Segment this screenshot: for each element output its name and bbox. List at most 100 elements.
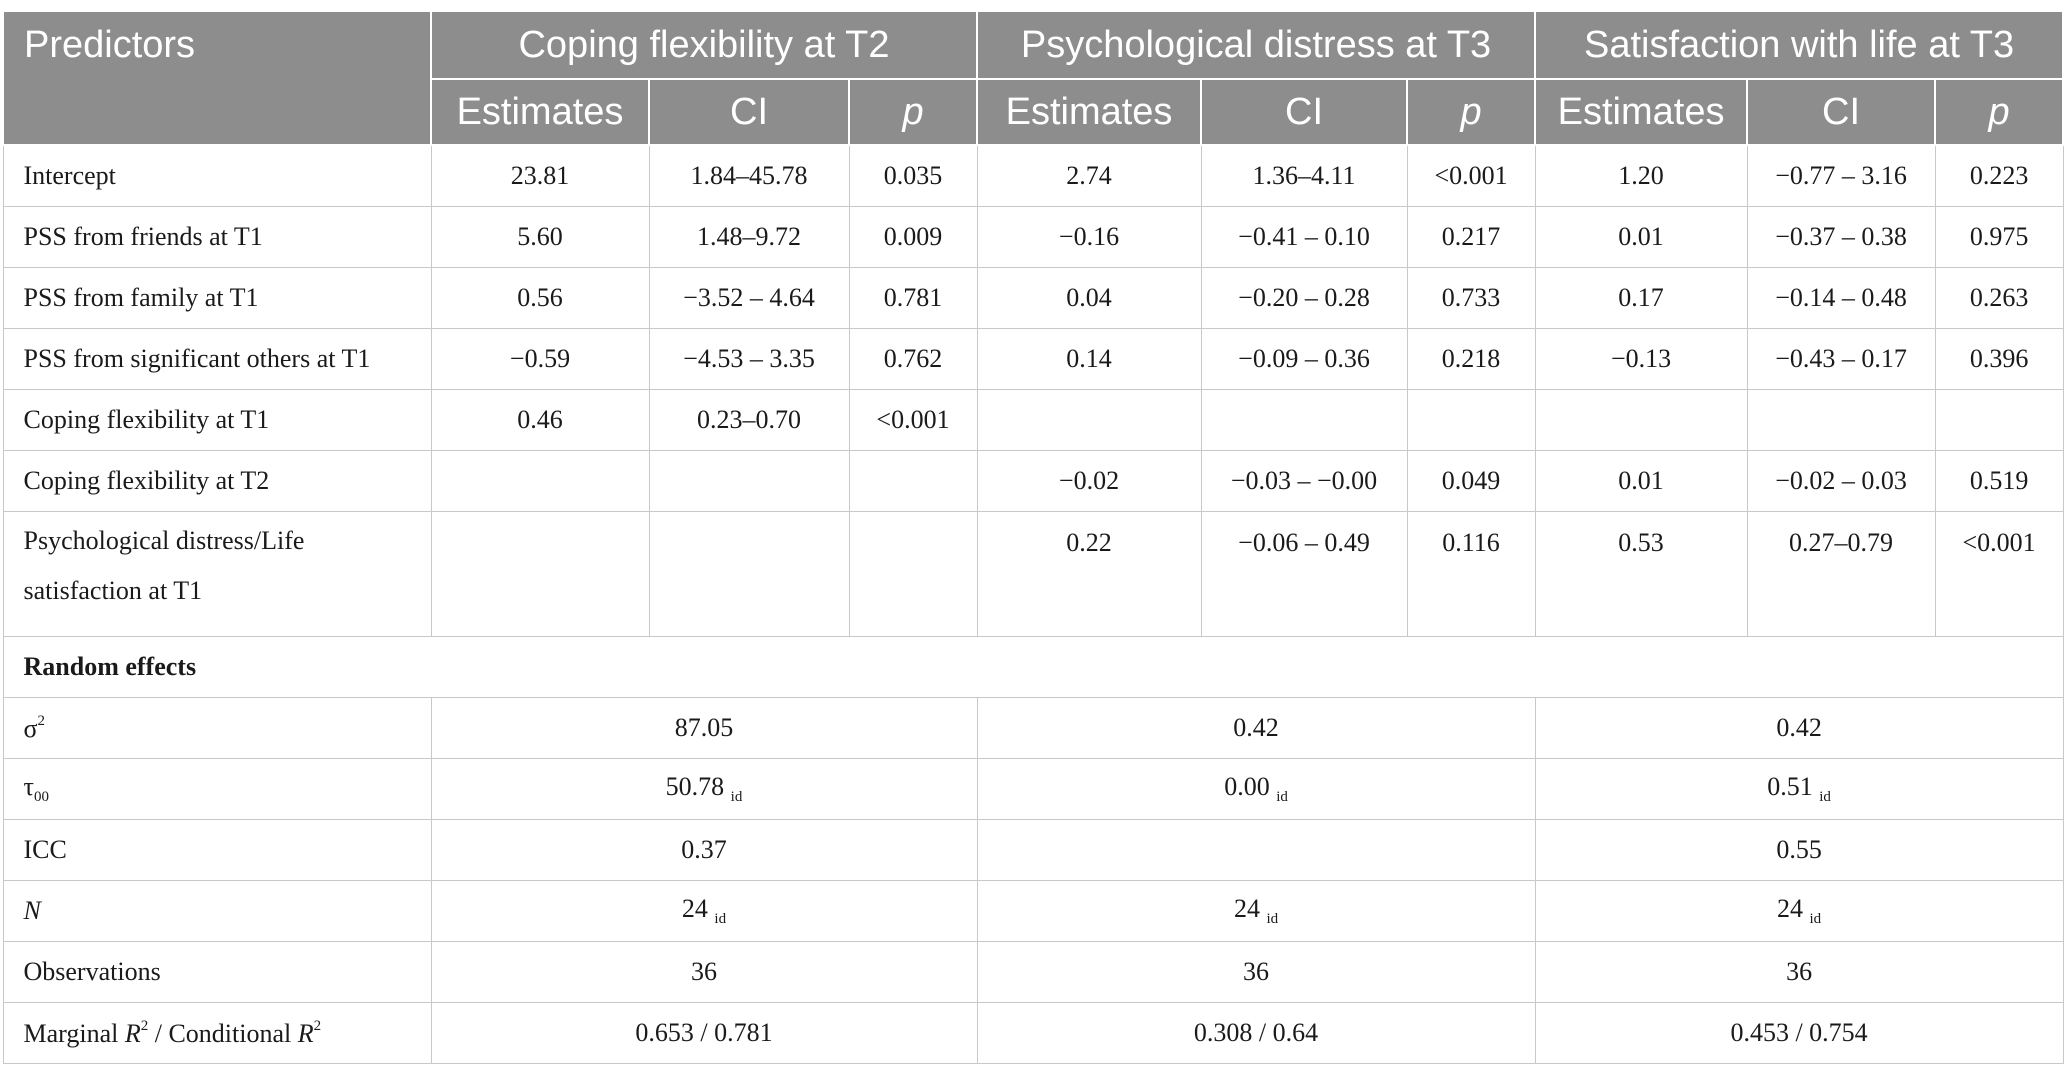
group-header-coping-t2: Coping flexibility at T2 [429, 10, 979, 80]
table-cell: −0.03 – −0.00 [1200, 450, 1408, 512]
table-cell: 2.74 [976, 144, 1202, 207]
table-cell: 0.51 id [1534, 758, 2064, 820]
group-header-satisfaction-t3: Satisfaction with life at T3 [1534, 10, 2064, 80]
table-header: Predictors Coping flexibility at T2 Psyc… [2, 10, 2064, 146]
table-cell: 0.55 [1534, 819, 2064, 881]
observations-label: Observations [2, 941, 432, 1003]
table-cell: 0.035 [848, 144, 978, 207]
table-cell: 24 id [976, 880, 1536, 942]
ci-header: CI [1746, 78, 1937, 146]
table-row: Coping flexibility at T1 0.46 0.23–0.70 … [2, 389, 2064, 451]
table-cell [1200, 389, 1408, 451]
table-cell [1746, 389, 1936, 451]
r-squared-label: Marginal R2 / Conditional R2 [2, 1002, 432, 1064]
table-cell [1934, 389, 2064, 451]
table-cell: 0.049 [1406, 450, 1536, 512]
table-cell: 1.36–4.11 [1200, 144, 1408, 207]
table-cell: −3.52 – 4.64 [648, 267, 850, 329]
estimates-header: Estimates [430, 78, 650, 146]
table-cell: 24 id [430, 880, 978, 942]
table-cell: 87.05 [430, 697, 978, 759]
table-row: Intercept 23.81 1.84–45.78 0.035 2.74 1.… [2, 144, 2064, 207]
table-cell: 0.762 [848, 328, 978, 390]
table-row: τ00 50.78 id 0.00 id 0.51 id [2, 758, 2064, 820]
table-cell: 24 id [1534, 880, 2064, 942]
row-label: PSS from friends at T1 [2, 206, 432, 268]
table-cell: 0.218 [1406, 328, 1536, 390]
table-cell: 36 [1534, 941, 2064, 1003]
table-cell: <0.001 [848, 389, 978, 451]
table-cell: 0.653 / 0.781 [430, 1002, 978, 1064]
table-cell: 0.46 [430, 389, 650, 451]
row-label: PSS from family at T1 [2, 267, 432, 329]
table-cell [1406, 389, 1536, 451]
n-label: N [2, 880, 432, 942]
table-cell [976, 389, 1202, 451]
table-cell: 0.42 [976, 697, 1536, 759]
table-cell: 0.217 [1406, 206, 1536, 268]
table-cell: 0.519 [1934, 450, 2064, 512]
table-cell: 0.01 [1534, 206, 1748, 268]
table-cell [976, 819, 1536, 881]
row-label: Coping flexibility at T1 [2, 389, 432, 451]
table-row: σ2 87.05 0.42 0.42 [2, 697, 2064, 759]
p-header: p [1406, 78, 1537, 146]
table-row: PSS from friends at T1 5.60 1.48–9.72 0.… [2, 206, 2064, 268]
table-cell: 0.23–0.70 [648, 389, 850, 451]
table-cell: −4.53 – 3.35 [648, 328, 850, 390]
table-cell: 0.27–0.79 [1746, 511, 1936, 637]
table-cell: 0.42 [1534, 697, 2064, 759]
random-effects-title: Random effects [2, 636, 2064, 698]
table-cell: 0.308 / 0.64 [976, 1002, 1536, 1064]
table-row: ICC 0.37 0.55 [2, 819, 2064, 881]
table-cell: 1.48–9.72 [648, 206, 850, 268]
table-cell: 0.781 [848, 267, 978, 329]
table-cell: 0.263 [1934, 267, 2064, 329]
table-cell [1534, 389, 1748, 451]
table-cell: 0.223 [1934, 144, 2064, 207]
table-cell: 0.04 [976, 267, 1202, 329]
regression-table: Predictors Coping flexibility at T2 Psyc… [2, 10, 2064, 1064]
table-cell: <0.001 [1934, 511, 2064, 637]
table-cell: −0.02 [976, 450, 1202, 512]
row-label: Psychological distress/Life satisfaction… [2, 511, 432, 637]
table-cell [848, 450, 978, 512]
predictors-header: Predictors [2, 10, 432, 146]
table-cell: 5.60 [430, 206, 650, 268]
row-label: Intercept [2, 144, 432, 207]
table-cell: 0.00 id [976, 758, 1536, 820]
table-cell: 0.396 [1934, 328, 2064, 390]
table-cell: −0.77 – 3.16 [1746, 144, 1936, 207]
table-row: PSS from family at T1 0.56 −3.52 – 4.64 … [2, 267, 2064, 329]
table-row: N 24 id 24 id 24 id [2, 880, 2064, 942]
ci-header: CI [1200, 78, 1409, 146]
tau00-label: τ00 [2, 758, 432, 820]
table-cell: −0.41 – 0.10 [1200, 206, 1408, 268]
table-cell: 0.733 [1406, 267, 1536, 329]
p-header: p [847, 78, 979, 146]
table-cell [430, 511, 650, 637]
table-cell: 0.116 [1406, 511, 1536, 637]
table-cell: 0.975 [1934, 206, 2064, 268]
table-cell: 0.01 [1534, 450, 1748, 512]
table-cell: 1.20 [1534, 144, 1748, 207]
table-cell: 0.56 [430, 267, 650, 329]
table-cell: 0.53 [1534, 511, 1748, 637]
ci-header: CI [648, 78, 850, 146]
table-cell: −0.59 [430, 328, 650, 390]
table-cell [430, 450, 650, 512]
table-row: Observations 36 36 36 [2, 941, 2064, 1003]
table-cell: −0.13 [1534, 328, 1748, 390]
row-label: Coping flexibility at T2 [2, 450, 432, 512]
table-cell: −0.37 – 0.38 [1746, 206, 1936, 268]
icc-label: ICC [2, 819, 432, 881]
group-header-distress-t3: Psychological distress at T3 [976, 10, 1537, 80]
table-cell: 23.81 [430, 144, 650, 207]
table-cell [648, 511, 850, 637]
table-cell: 36 [430, 941, 978, 1003]
table-cell: −0.20 – 0.28 [1200, 267, 1408, 329]
table-cell: 0.14 [976, 328, 1202, 390]
table-cell: −0.02 – 0.03 [1746, 450, 1936, 512]
table-cell: 1.84–45.78 [648, 144, 850, 207]
table-cell: 0.22 [976, 511, 1202, 637]
